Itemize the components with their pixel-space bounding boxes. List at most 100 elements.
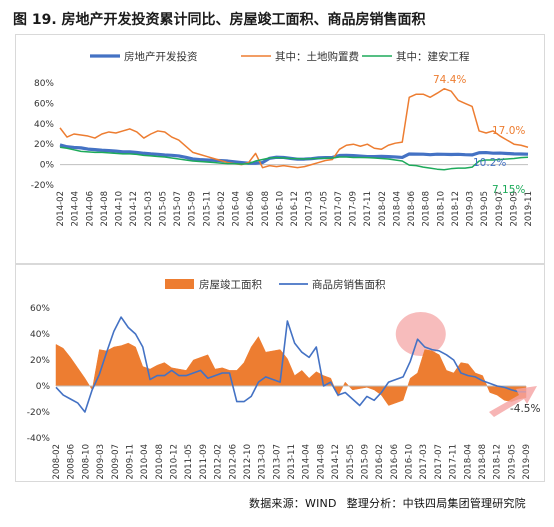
x-tick-label: 2014-12 bbox=[129, 191, 139, 227]
y-tick-label: -20% bbox=[27, 408, 51, 418]
source-footnote: 数据来源：WIND 整理分析：中铁四局集团管理研究院 bbox=[249, 495, 526, 511]
x-tick-label: 2016-12 bbox=[290, 191, 300, 227]
x-tick-label: 2014-04 bbox=[71, 191, 81, 227]
x-tick-label: 2017-03 bbox=[305, 191, 315, 227]
y-tick-label: 0% bbox=[36, 382, 51, 392]
x-tick-label: 2017-03 bbox=[419, 444, 429, 480]
x-tick-label: 2018-12 bbox=[493, 444, 503, 480]
legend-label: 其中：土地购置费 bbox=[275, 50, 359, 63]
y-tick-label: -40% bbox=[27, 434, 51, 444]
y-tick-label: 40% bbox=[30, 330, 50, 340]
x-tick-label: 2016-10 bbox=[405, 444, 415, 480]
x-tick-label: 2009-03 bbox=[96, 444, 106, 480]
x-tick-label: 2018-04 bbox=[392, 191, 402, 227]
x-tick-label: 2015-11 bbox=[202, 191, 212, 227]
annotation-label: 10.2% bbox=[473, 157, 506, 169]
x-tick-label: 2016-10 bbox=[275, 191, 285, 227]
chart1-svg: 80% 60% 40% 20% 0% -20%2014-02 2014-04 2014-06 2… bbox=[31, 50, 534, 227]
annotation-label: 17.0% bbox=[492, 125, 525, 137]
x-tick-label: 2019-03 bbox=[466, 191, 476, 227]
y-tick-label: 0% bbox=[40, 161, 55, 171]
x-tick-label: 2012-02 bbox=[214, 444, 224, 480]
y-tick-label: 80% bbox=[34, 79, 54, 89]
x-tick-label: 2015-07 bbox=[173, 191, 183, 227]
x-tick-label: 2018-06 bbox=[407, 191, 417, 227]
x-tick-label: 2011-09 bbox=[199, 444, 209, 480]
x-tick-label: 2008-02 bbox=[52, 444, 62, 480]
x-tick-label: 2016-04 bbox=[232, 191, 242, 227]
chart-investment-yoy: 80% 60% 40% 20% 0% -20% 2014-02 2014-04 2014-06 2… bbox=[15, 34, 545, 264]
x-tick-label: 2012-06 bbox=[228, 444, 238, 480]
x-tick-label: 2017-07 bbox=[334, 191, 344, 227]
x-tick-label: 2016-02 bbox=[375, 444, 385, 480]
x-tick-label: 2008-10 bbox=[81, 444, 91, 480]
x-tick-label: 2016-06 bbox=[390, 444, 400, 480]
x-tick-label: 2013-03 bbox=[258, 444, 268, 480]
x-tick-label: 2016-08 bbox=[261, 191, 271, 227]
y-tick-label: 60% bbox=[34, 99, 54, 109]
x-tick-label: 2014-04 bbox=[302, 444, 312, 480]
x-tick-label: 2018-08 bbox=[422, 191, 432, 227]
chart2-svg: 60% 40% 20% 0% -20% -40%2008-02 2008-06 2008-10… bbox=[27, 278, 541, 480]
x-tick-label: 2019-09 bbox=[522, 444, 532, 480]
x-tick-label: 2018-04 bbox=[463, 444, 473, 480]
line-series bbox=[55, 316, 526, 413]
area-series bbox=[55, 336, 527, 406]
x-tick-label: 2019-07 bbox=[495, 191, 505, 227]
x-tick-label: 2016-02 bbox=[217, 191, 227, 227]
y-tick-label: -20% bbox=[31, 181, 55, 191]
legend-label: 其中：建安工程 bbox=[396, 50, 470, 63]
x-tick-label: 2014-12 bbox=[331, 444, 341, 480]
x-tick-label: 2015-09 bbox=[188, 191, 198, 227]
x-tick-label: 2011-05 bbox=[184, 444, 194, 480]
x-tick-label: 2018-08 bbox=[478, 444, 488, 480]
annotation-label: -4.5% bbox=[510, 403, 540, 415]
x-tick-label: 2014-02 bbox=[56, 191, 66, 227]
x-tick-label: 2009-11 bbox=[125, 444, 135, 480]
x-tick-label: 2017-07 bbox=[434, 444, 444, 480]
x-tick-label: 2018-02 bbox=[378, 191, 388, 227]
chart-completion-sales: 60% 40% 20% 0% -20% -40% 2008-02 2008-06 2008-10… bbox=[15, 264, 545, 482]
x-tick-label: 2015-05 bbox=[346, 444, 356, 480]
x-tick-label: 2010-12 bbox=[170, 444, 180, 480]
x-tick-label: 2008-06 bbox=[67, 444, 77, 480]
x-tick-label: 2014-08 bbox=[316, 444, 326, 480]
x-tick-label: 2017-05 bbox=[319, 191, 329, 227]
annotation-label: 7.15% bbox=[492, 184, 525, 196]
x-tick-label: 2017-09 bbox=[349, 191, 359, 227]
x-tick-label: 2018-12 bbox=[451, 191, 461, 227]
x-tick-label: 2014-08 bbox=[100, 191, 110, 227]
x-tick-label: 2018-10 bbox=[436, 191, 446, 227]
x-tick-label: 2012-10 bbox=[243, 444, 253, 480]
x-tick-label: 2017-11 bbox=[363, 191, 373, 227]
x-tick-label: 2013-07 bbox=[272, 444, 282, 480]
x-tick-label: 2015-05 bbox=[158, 191, 168, 227]
analysis-label: 整理分析：中铁四局集团管理研究院 bbox=[346, 497, 526, 510]
source-label: 数据来源：WIND bbox=[249, 497, 337, 510]
x-tick-label: 2019-05 bbox=[507, 444, 517, 480]
series-line bbox=[59, 87, 529, 169]
x-tick-label: 2013-11 bbox=[287, 444, 297, 480]
trend-arrow bbox=[489, 386, 537, 417]
x-tick-label: 2009-07 bbox=[111, 444, 121, 480]
x-tick-label: 2010-04 bbox=[140, 444, 150, 480]
trend-arrow-shape bbox=[489, 386, 537, 417]
x-tick-label: 2014-06 bbox=[85, 191, 95, 227]
legend-label: 商品房销售面积 bbox=[312, 278, 386, 291]
x-tick-label: 2014-10 bbox=[115, 191, 125, 227]
legend-label: 房地产开发投资 bbox=[124, 50, 198, 63]
x-tick-label: 2017-11 bbox=[449, 444, 459, 480]
x-tick-label: 2019-09 bbox=[509, 191, 519, 227]
x-tick-label: 2015-03 bbox=[144, 191, 154, 227]
y-tick-label: 60% bbox=[30, 304, 50, 314]
y-tick-label: 20% bbox=[34, 140, 54, 150]
x-tick-label: 2010-08 bbox=[155, 444, 165, 480]
highlight-circle bbox=[395, 312, 446, 356]
y-tick-label: 20% bbox=[30, 356, 50, 366]
figure-title: 图 19. 房地产开发投资累计同比、房屋竣工面积、商品房销售面积 bbox=[13, 12, 426, 28]
annotation-label: 74.4% bbox=[433, 74, 466, 86]
x-tick-label: 2015-09 bbox=[360, 444, 370, 480]
legend-label: 房屋竣工面积 bbox=[199, 278, 262, 291]
series-line bbox=[59, 146, 529, 171]
x-tick-label: 2016-06 bbox=[246, 191, 256, 227]
